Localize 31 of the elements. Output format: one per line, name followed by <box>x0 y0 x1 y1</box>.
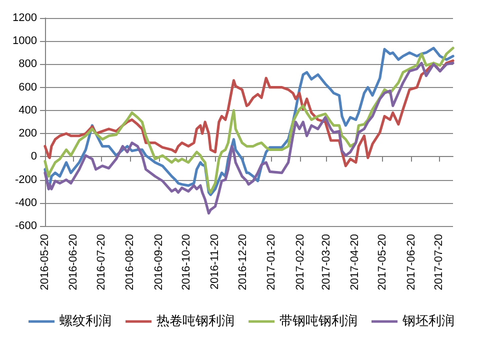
x-tick-label: 2017-06-20 <box>405 234 418 290</box>
legend-label: 螺纹利润 <box>60 314 112 329</box>
y-tick-label: 1200 <box>12 12 37 24</box>
y-tick-label: 1000 <box>12 35 37 48</box>
x-tick-label: 2016-10-20 <box>180 234 193 290</box>
line-series <box>44 59 454 168</box>
x-tick-label: 2017-04-20 <box>348 234 361 290</box>
x-tick-label: 2017-02-20 <box>294 234 306 290</box>
y-tick-label: 400 <box>18 104 37 116</box>
y-tick-label: -400 <box>14 196 37 209</box>
y-tick-label: 600 <box>18 81 37 94</box>
x-tick-label: 2017-07-20 <box>433 234 446 290</box>
y-tick-label: 200 <box>18 128 37 140</box>
y-tick-label: -200 <box>14 174 37 186</box>
x-tick-label: 2016-12-20 <box>236 234 249 290</box>
y-tick-label: 800 <box>18 58 37 70</box>
y-tick-label: -600 <box>14 220 37 232</box>
x-tick-label: 2016-06-20 <box>68 234 80 290</box>
x-tick-label: 2016-08-20 <box>124 234 136 290</box>
x-tick-label: 2017-01-20 <box>266 234 278 290</box>
x-tick-label: 2016-09-20 <box>152 234 165 290</box>
x-tick-label: 2017-03-20 <box>320 234 332 290</box>
legend-label: 钢坯利润 <box>402 314 454 329</box>
x-tick-label: 2016-07-20 <box>95 234 108 290</box>
y-tick-label: 0 <box>30 150 37 163</box>
line-series <box>44 62 454 215</box>
x-tick-label: 2017-05-20 <box>376 234 389 290</box>
legend-label: 带钢吨钢利润 <box>280 314 358 329</box>
legend-label: 热卷吨钢利润 <box>156 314 234 329</box>
x-tick-label: 2016-11-20 <box>209 234 222 290</box>
x-tick-label: 2016-05-20 <box>39 234 51 290</box>
